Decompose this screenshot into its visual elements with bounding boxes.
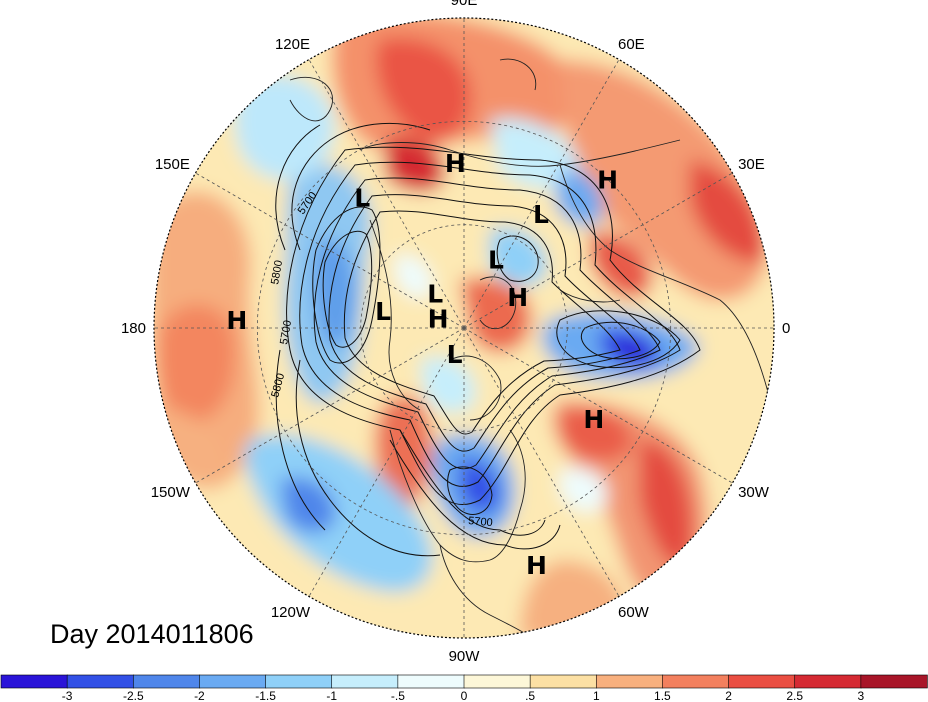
longitude-label: 60W [618, 604, 650, 621]
colorbar-tick-label: 0 [461, 689, 468, 702]
colorbar-swatch [860, 674, 928, 689]
low-pressure-marker: L [427, 280, 443, 309]
high-pressure-marker: H [583, 405, 604, 434]
colorbar-tick-label: 2.5 [786, 689, 803, 702]
low-pressure-marker: L [533, 200, 549, 229]
colorbar-swatch [794, 674, 862, 689]
longitude-label: 120W [271, 604, 311, 621]
colorbar-swatch [662, 674, 730, 689]
colorbar-tick-label: -1 [326, 689, 337, 702]
longitude-label-layer: 90E 60E 30E 0 30W 60W 90W 120W 150W 180 150E 120E [121, 0, 790, 665]
colorbar-swatch [0, 674, 68, 689]
meridian-line [463, 327, 733, 484]
map-disk [154, 18, 774, 638]
colorbar-tick-label: .5 [525, 689, 535, 702]
colorbar-tick-label: -3 [62, 689, 73, 702]
colorbar-swatch [132, 674, 201, 689]
low-pressure-marker: L [447, 340, 463, 369]
colorbar-tick-label: -2 [194, 689, 205, 702]
high-pressure-marker: H [507, 283, 528, 312]
longitude-label: 60E [618, 36, 645, 53]
low-pressure-marker: L [375, 297, 391, 326]
contour-label: 5700 [468, 515, 493, 529]
contour-label: 5800 [269, 259, 285, 285]
low-pressure-marker: L [354, 184, 370, 213]
colorbar: -3 -2.5 -2 -1.5 -1 -.5 0 .5 1 1.5 2 2.5 3 [0, 674, 928, 702]
parallel-line [256, 120, 672, 536]
colorbar-swatch [397, 674, 465, 689]
longitude-label: 150W [151, 484, 191, 501]
colorbar-tick-label: 1.5 [654, 689, 671, 702]
longitude-label: 180 [121, 320, 146, 337]
high-pressure-marker: H [226, 306, 247, 335]
coastlines [289, 58, 771, 638]
map-boundary [153, 17, 775, 639]
meridian-line [195, 172, 465, 329]
contour-label: 5700 [278, 319, 294, 345]
colorbar-tick-label: -1.5 [255, 689, 276, 702]
parallel-line [360, 224, 568, 432]
colorbar-swatch [66, 674, 134, 689]
lat-lon-grid [154, 18, 774, 638]
colorbar-tick-label: 1 [593, 689, 600, 702]
longitude-label: 30W [738, 484, 770, 501]
colorbar-tick-label: 3 [858, 689, 865, 702]
longitude-label: 0 [782, 320, 790, 337]
high-pressure-marker: H [428, 305, 449, 334]
longitude-label: 90W [449, 648, 481, 665]
meridian-line [463, 59, 620, 329]
map-title: Day 2014011806 [50, 619, 254, 649]
colorbar-swatch [728, 674, 796, 689]
longitude-label: 120E [275, 36, 310, 53]
meridian-line [308, 59, 465, 329]
height-contours [275, 123, 701, 557]
high-pressure-marker: H [526, 551, 547, 580]
colorbar-swatch [331, 674, 399, 689]
colorbar-swatch [463, 674, 531, 689]
high-pressure-marker: H [597, 165, 618, 194]
meridian-line [463, 327, 620, 597]
longitude-label: 150E [155, 156, 190, 173]
longitude-label: 90E [451, 0, 478, 9]
colorbar-tick-label: -2.5 [123, 689, 144, 702]
meridian-line [195, 327, 465, 484]
colorbar-swatch [199, 674, 267, 689]
colorbar-tick-label: -.5 [391, 689, 405, 702]
meridian-line [308, 327, 465, 597]
high-pressure-marker: H [445, 149, 466, 178]
low-pressure-marker: L [488, 245, 504, 274]
colorbar-tick-label: 2 [725, 689, 732, 702]
colorbar-swatch [595, 674, 664, 689]
longitude-label: 30E [738, 156, 765, 173]
colorbar-swatch [265, 674, 333, 689]
colorbar-swatch [529, 674, 597, 689]
meridian-line [463, 172, 733, 329]
